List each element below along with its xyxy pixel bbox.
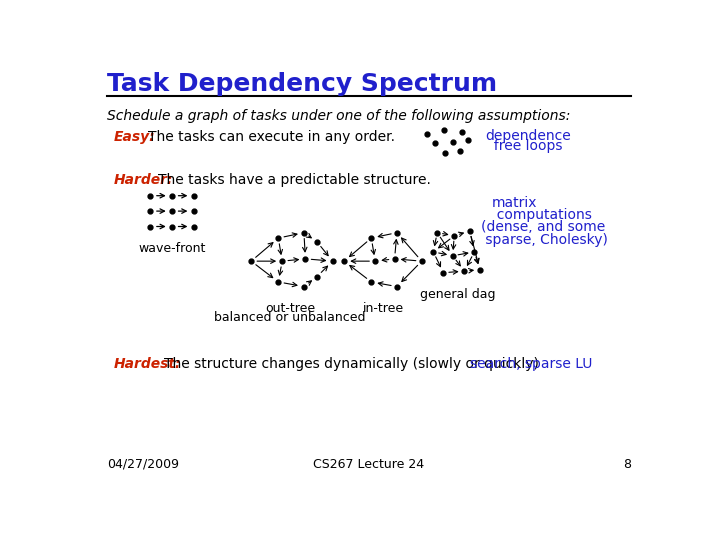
Text: Schedule a graph of tasks under one of the following assumptions:: Schedule a graph of tasks under one of t… bbox=[107, 109, 570, 123]
Text: general dag: general dag bbox=[420, 288, 496, 301]
Text: wave-front: wave-front bbox=[138, 242, 206, 255]
Text: Easy:: Easy: bbox=[113, 130, 155, 144]
Text: The tasks have a predictable structure.: The tasks have a predictable structure. bbox=[158, 173, 431, 187]
Text: The structure changes dynamically (slowly or quickly): The structure changes dynamically (slowl… bbox=[163, 357, 539, 372]
Text: CS267 Lecture 24: CS267 Lecture 24 bbox=[313, 457, 425, 470]
Text: 04/27/2009: 04/27/2009 bbox=[107, 457, 179, 470]
Text: free loops: free loops bbox=[485, 139, 563, 153]
Text: The tasks can execute in any order.: The tasks can execute in any order. bbox=[148, 130, 395, 144]
Text: computations: computations bbox=[488, 208, 593, 222]
Text: 8: 8 bbox=[623, 457, 631, 470]
Text: Task Dependency Spectrum: Task Dependency Spectrum bbox=[107, 72, 498, 97]
Text: balanced or unbalanced: balanced or unbalanced bbox=[215, 311, 366, 324]
Text: search, sparse LU: search, sparse LU bbox=[469, 357, 592, 372]
Text: dependence: dependence bbox=[485, 129, 571, 143]
Text: sparse, Cholesky): sparse, Cholesky) bbox=[482, 233, 608, 247]
Text: Hardest:: Hardest: bbox=[113, 357, 181, 372]
Text: (dense, and some: (dense, and some bbox=[482, 220, 606, 234]
Text: matrix: matrix bbox=[492, 195, 537, 210]
Text: in-tree: in-tree bbox=[362, 302, 403, 315]
Text: Harder:: Harder: bbox=[113, 173, 173, 187]
Text: out-tree: out-tree bbox=[265, 302, 315, 315]
